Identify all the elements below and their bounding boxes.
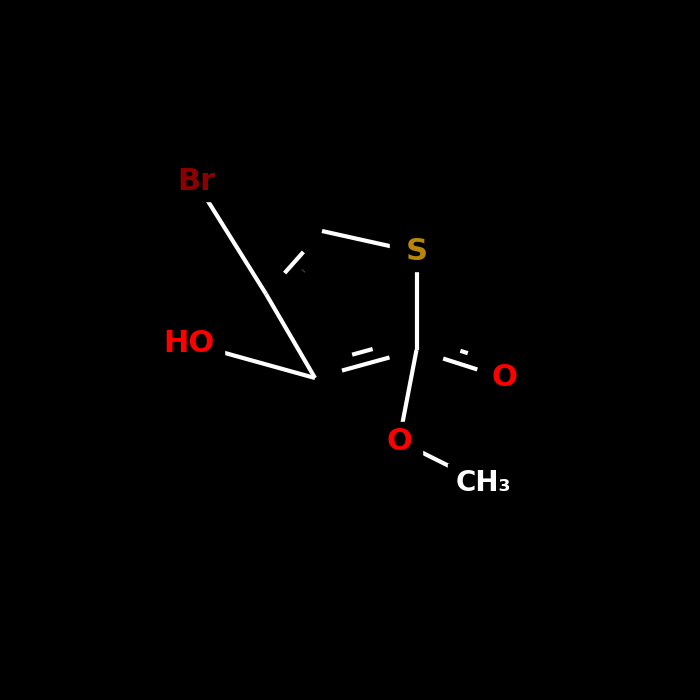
Text: CH₃: CH₃: [455, 469, 511, 497]
Bar: [448, 464, 518, 503]
Text: O: O: [491, 363, 517, 393]
Text: S: S: [405, 237, 428, 267]
Bar: [377, 421, 421, 461]
Text: Br: Br: [177, 167, 215, 197]
Text: O: O: [386, 426, 412, 456]
Bar: [154, 323, 224, 363]
Bar: [482, 358, 526, 398]
Bar: [164, 163, 228, 202]
Bar: [391, 232, 442, 271]
Text: HO: HO: [163, 328, 215, 358]
